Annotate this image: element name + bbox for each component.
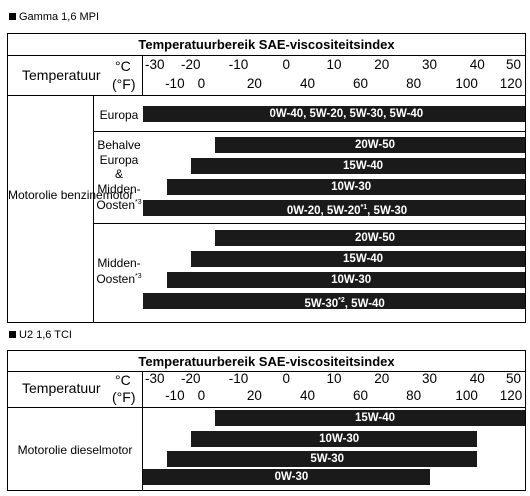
celsius-tick-label: 40 — [469, 371, 485, 386]
row-label-engine-oil: Motorolie benzinemotor — [8, 188, 134, 202]
celsius-tick-label: -30 — [145, 57, 165, 72]
group-label-middle-east: Midden- Oosten*3 — [96, 256, 142, 286]
celsius-tick-label: 10 — [326, 371, 342, 386]
bullet-square-icon — [9, 13, 16, 20]
fahrenheit-tick-label: -10 — [165, 388, 185, 403]
row-label-engine-oil: Motorolie dieselmotor — [17, 443, 133, 457]
celsius-tick-label: 10 — [326, 57, 342, 72]
fahrenheit-tick-label: 60 — [353, 388, 369, 403]
fahrenheit-tick-label: 20 — [246, 388, 262, 403]
oil-grade-label: 10W-30 — [331, 181, 372, 193]
viscosity-table-u2: Temperatuurbereik SAE-viscositeitsindex … — [7, 350, 526, 491]
celsius-tick-label: 50 — [505, 57, 521, 72]
oil-grade-label: 20W-50 — [354, 139, 396, 151]
oil-grade-bar: 0W-30 — [143, 469, 430, 485]
fahrenheit-tick-label: 80 — [406, 76, 422, 91]
section-title-gamma: Gamma 1,6 MPI — [9, 11, 99, 23]
oil-grade-label: 5W-30 — [310, 453, 345, 465]
celsius-tick-label: -20 — [180, 57, 201, 72]
celsius-tick-label: 0 — [282, 57, 290, 72]
oil-grade-label: 15W-40 — [343, 160, 384, 172]
group-label-outside-europe: Behalve Europa & Midden- Oosten*3 — [96, 138, 142, 212]
celsius-tick-label: -10 — [228, 57, 249, 72]
celsius-tick-label: 40 — [469, 57, 485, 72]
fahrenheit-tick-label: -10 — [165, 76, 185, 91]
bullet-square-icon — [9, 331, 16, 338]
celsius-tick-label: 0 — [282, 371, 290, 386]
celsius-tick-label: 30 — [421, 57, 438, 72]
fahrenheit-tick-label: 0 — [197, 388, 206, 403]
fahrenheit-tick-label: 80 — [406, 388, 422, 403]
fahrenheit-unit: (°F) — [112, 389, 136, 405]
oil-grade-label: 0W-20, 5W-20*1, 5W-30 — [286, 204, 408, 217]
oil-grade-bar: 5W-30*2, 5W-40 — [143, 293, 525, 310]
temperature-label: Temperatuur — [22, 67, 101, 83]
fahrenheit-tick-label: 100 — [455, 388, 478, 403]
oil-grade-label: 15W-40 — [354, 412, 396, 424]
fahrenheit-tick-label: 40 — [299, 76, 315, 91]
oil-grade-bar: 15W-40 — [214, 410, 525, 426]
oil-grade-label: 0W-40, 5W-20, 5W-30, 5W-40 — [269, 108, 424, 120]
celsius-unit: °C — [115, 372, 131, 388]
fahrenheit-tick-label: 40 — [299, 388, 315, 403]
table-caption: Temperatuurbereik SAE-viscositeitsindex — [138, 354, 395, 369]
fahrenheit-unit: (°F) — [112, 76, 136, 92]
group-label-europa: Europa — [99, 108, 139, 122]
celsius-tick-label: 20 — [374, 57, 390, 72]
oil-grade-bar: 20W-50 — [214, 230, 525, 246]
fahrenheit-tick-label: 120 — [499, 76, 523, 91]
fahrenheit-tick-label: 60 — [353, 76, 369, 91]
celsius-tick-label: -10 — [228, 371, 249, 386]
section-title-u2: U2 1,6 TCI — [9, 329, 72, 341]
oil-grade-label: 10W-30 — [319, 433, 360, 445]
oil-grade-label: 0W-30 — [274, 471, 309, 483]
oil-grade-label: 20W-50 — [354, 232, 396, 244]
table-caption: Temperatuurbereik SAE-viscositeitsindex — [138, 37, 395, 52]
celsius-tick-label: 30 — [421, 371, 438, 386]
fahrenheit-tick-label: 120 — [499, 388, 523, 403]
celsius-tick-label: -20 — [180, 371, 201, 386]
oil-grade-bar: 0W-40, 5W-20, 5W-30, 5W-40 — [143, 106, 525, 122]
oil-grade-bar: 0W-20, 5W-20*1, 5W-30 — [143, 200, 525, 217]
oil-grade-bar: 20W-50 — [214, 137, 525, 153]
oil-grade-bar: 15W-40 — [190, 251, 525, 267]
celsius-tick-label: 50 — [505, 371, 521, 386]
celsius-tick-label: -30 — [145, 371, 165, 386]
fahrenheit-tick-label: 0 — [197, 76, 206, 91]
viscosity-table-gamma: Temperatuurbereik SAE-viscositeitsindex … — [7, 33, 526, 323]
oil-grade-bar: 10W-30 — [166, 179, 525, 195]
oil-grade-label: 15W-40 — [343, 253, 384, 265]
oil-grade-bar: 15W-40 — [190, 158, 525, 174]
celsius-tick-label: 20 — [374, 371, 390, 386]
temperature-label: Temperatuur — [22, 380, 101, 396]
oil-grade-label: 5W-30*2, 5W-40 — [304, 297, 385, 310]
oil-grade-bar: 10W-30 — [166, 272, 525, 288]
fahrenheit-tick-label: 100 — [455, 76, 478, 91]
oil-grade-bar: 10W-30 — [190, 431, 478, 447]
oil-grade-label: 10W-30 — [331, 274, 372, 286]
fahrenheit-tick-label: 20 — [246, 76, 262, 91]
oil-grade-bar: 5W-30 — [166, 451, 478, 467]
celsius-unit: °C — [115, 58, 131, 74]
